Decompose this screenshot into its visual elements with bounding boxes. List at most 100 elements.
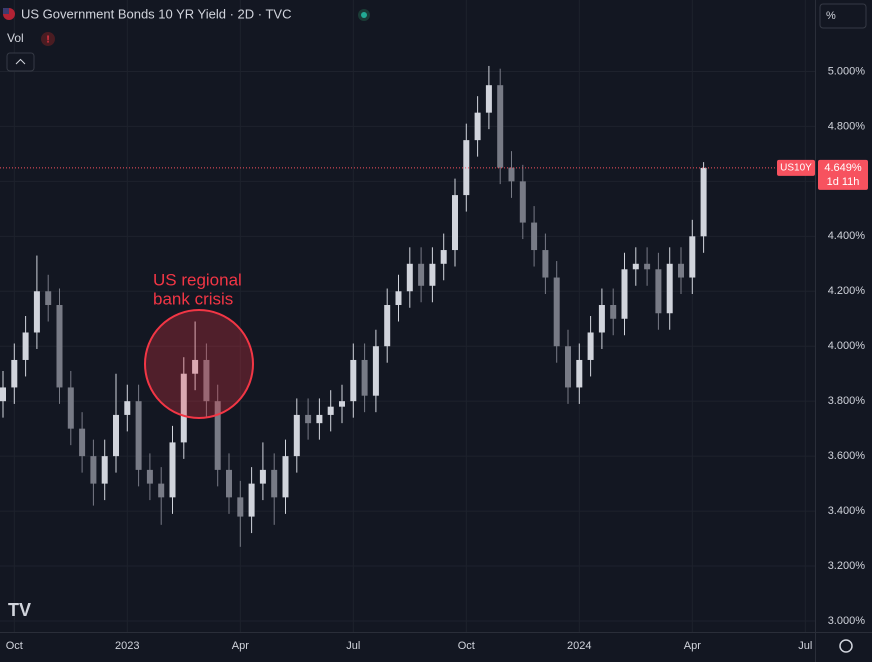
candle-body [361, 359, 368, 396]
y-tick-label: 3.800% [828, 395, 866, 407]
candle-body [508, 167, 515, 182]
candle-body [271, 469, 278, 498]
candle-body [497, 85, 504, 168]
x-tick-label: Jul [798, 640, 812, 652]
candle-body [203, 359, 210, 402]
candle-body [45, 291, 52, 306]
candle-body [79, 428, 86, 457]
candle-body [214, 401, 221, 470]
candle-body [305, 414, 312, 424]
x-tick-label: Oct [458, 640, 475, 652]
collapse-icon [15, 58, 26, 65]
settings-icon[interactable] [839, 639, 853, 653]
price-badge [818, 159, 868, 190]
annotation: US regional bank crisis [144, 270, 254, 419]
warning-icon: ! [46, 35, 49, 46]
candle-body [101, 456, 108, 484]
annotation-circle [144, 309, 254, 419]
candle-body [418, 263, 425, 286]
candle-body [33, 291, 40, 333]
candle-body [124, 401, 131, 415]
candle-body [655, 269, 662, 314]
candle-body [293, 414, 300, 457]
x-tick-label: Apr [684, 640, 701, 652]
y-tick-label: 3.400% [828, 505, 866, 517]
x-tick-label: Jul [346, 640, 360, 652]
y-tick-label: 5.000% [828, 65, 866, 77]
scale-button[interactable] [819, 3, 867, 29]
price-label: 4.649% [824, 162, 862, 174]
candle-body [248, 483, 255, 517]
candle-body [11, 359, 18, 388]
candle-body [395, 291, 402, 306]
candle-body [135, 401, 142, 470]
symbol-label: US10Y [780, 163, 812, 174]
status-icon [361, 12, 367, 18]
candle-body [192, 359, 199, 374]
x-tick-label: Oct [6, 640, 23, 652]
candle-body [610, 305, 617, 319]
flag-icon [3, 8, 9, 14]
candle-body [113, 414, 119, 457]
candle-body [700, 167, 707, 237]
y-tick-label: 4.800% [828, 120, 866, 132]
candle-body [587, 332, 594, 360]
candle-body [531, 222, 538, 251]
candle-body [565, 346, 571, 388]
candle-body [226, 469, 232, 498]
candle-body [678, 263, 684, 278]
scale-button-label: % [826, 10, 836, 22]
candle-body [384, 305, 391, 347]
candle-body [67, 387, 74, 429]
candle-body [474, 112, 481, 141]
candle-body [666, 263, 673, 314]
candle-body [339, 401, 345, 407]
y-tick-label: 3.200% [828, 560, 866, 572]
warning-icon [41, 32, 55, 46]
candle-body [440, 250, 447, 264]
candle-body [22, 332, 29, 360]
y-tick-label: 4.200% [828, 285, 866, 297]
candle-body [180, 373, 187, 443]
candle-body [56, 305, 63, 388]
candle-body [621, 269, 628, 319]
candle-body [632, 263, 639, 270]
x-tick-label: 2024 [567, 640, 591, 652]
candle-body [259, 469, 266, 484]
candle-body [406, 263, 413, 292]
candle-body [452, 195, 458, 251]
candle-body [485, 85, 492, 113]
symbol-badge [777, 159, 815, 176]
y-tick-label: 4.000% [828, 340, 866, 352]
countdown-label: 1d 11h [827, 176, 860, 188]
candle-body [237, 497, 244, 517]
y-tick-label: 3.600% [828, 450, 866, 462]
y-tick-label: 3.000% [828, 615, 866, 627]
candle-body [158, 483, 165, 498]
candle-body [463, 140, 470, 196]
x-tick-label: Apr [232, 640, 249, 652]
x-tick-label: 2023 [115, 640, 139, 652]
candle-body [519, 181, 526, 223]
candle-body [282, 456, 289, 498]
candle-body [350, 359, 357, 402]
candle-body [553, 277, 560, 347]
candle-body [542, 250, 549, 278]
candle-body [327, 406, 334, 415]
candle-body [598, 305, 605, 333]
chart-title: US Government Bonds 10 YR Yield · 2D · T… [21, 6, 291, 21]
candle-body [90, 456, 97, 484]
logo: TV [8, 600, 31, 620]
candle-body [644, 263, 651, 270]
candle-body [316, 414, 323, 424]
candle-body [429, 263, 436, 286]
candles [0, 65, 707, 547]
annotation-text: US regional [153, 270, 242, 289]
indicator-label[interactable]: Vol [7, 31, 24, 45]
y-tick-label: 4.400% [828, 230, 866, 242]
candle-body [576, 359, 583, 388]
collapse-button[interactable] [6, 52, 35, 72]
candle-body [689, 236, 696, 278]
